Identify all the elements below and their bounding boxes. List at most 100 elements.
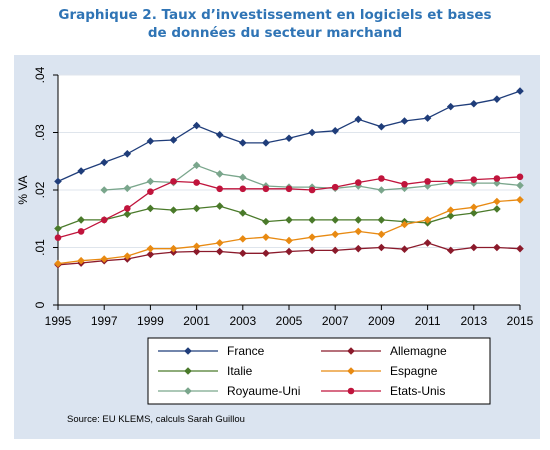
y-tick-label: 0	[33, 301, 47, 308]
data-point-italie	[262, 217, 270, 226]
line-chart: 0 .01 .02 .03 .04 1995 1997 1999 2001 2003 2005 200…	[16, 66, 534, 405]
data-point-italie	[77, 216, 85, 224]
data-point-italie	[308, 216, 316, 224]
data-point-royaume-uni	[100, 186, 108, 194]
data-point-etats-unis	[77, 228, 85, 235]
data-point-italie	[239, 209, 247, 217]
data-point-espagne	[262, 233, 270, 241]
x-tick-label: 2015	[507, 314, 534, 328]
data-point-royaume-uni	[215, 170, 224, 178]
data-point-royaume-uni	[192, 161, 201, 170]
data-point-espagne	[446, 206, 455, 214]
legend-label-royaume-uni: Royaume-Uni	[227, 384, 300, 398]
x-tick-label: 2011	[415, 314, 441, 328]
data-point-etats-unis	[100, 216, 108, 224]
data-point-allemagne	[285, 247, 293, 256]
data-point-etats-unis	[54, 234, 62, 242]
data-point-etats-unis	[331, 183, 339, 191]
data-point-espagne	[354, 227, 363, 236]
data-point-france	[446, 102, 455, 111]
data-point-espagne	[493, 197, 501, 206]
data-point-espagne	[77, 256, 85, 265]
series-line-italie	[57, 205, 498, 230]
legend-label-espagne: Espagne	[390, 364, 438, 378]
data-point-espagne	[239, 235, 247, 243]
legend-label-france: France	[227, 344, 265, 358]
source-note: Source: EU KLEMS, calculs Sarah Guillou	[67, 414, 245, 425]
data-point-royaume-uni	[239, 173, 247, 182]
data-point-italie	[192, 204, 201, 213]
x-tick-label: 2013	[460, 314, 487, 328]
x-tick-label: 2003	[229, 314, 256, 328]
data-point-etats-unis	[447, 178, 455, 185]
data-point-france	[215, 131, 224, 139]
data-point-espagne	[331, 230, 339, 239]
data-point-italie	[123, 210, 132, 218]
data-point-espagne	[100, 255, 108, 263]
data-point-france	[354, 115, 363, 124]
data-point-espagne	[285, 236, 293, 245]
data-point-etats-unis	[216, 185, 223, 193]
data-point-france	[262, 139, 270, 147]
data-point-allemagne	[192, 247, 201, 256]
data-point-allemagne	[446, 246, 455, 255]
data-point-allemagne	[262, 249, 270, 258]
y-tick-label: .01	[33, 239, 47, 256]
x-tick-label: 2005	[276, 314, 303, 328]
data-point-france	[54, 177, 62, 186]
chart-panel: 0 .01 .02 .03 .04 1995 1997 1999 2001 2003 2005 200…	[14, 55, 540, 439]
data-point-allemagne	[354, 244, 363, 253]
data-point-etats-unis	[424, 178, 431, 185]
data-point-france	[77, 167, 85, 175]
data-point-espagne	[377, 230, 386, 239]
legend-marker-royaume-uni	[184, 387, 192, 395]
legend-marker-allemagne	[347, 347, 355, 355]
data-point-france	[470, 99, 478, 108]
data-point-etats-unis	[124, 205, 131, 212]
data-point-royaume-uni	[470, 179, 478, 187]
data-point-royaume-uni	[493, 179, 501, 187]
data-point-france	[169, 136, 178, 144]
data-point-royaume-uni	[423, 182, 432, 190]
data-point-etats-unis	[378, 175, 385, 182]
data-point-france	[100, 158, 108, 167]
data-point-italie	[285, 216, 293, 224]
legend-label-italie: Italie	[227, 364, 253, 378]
data-point-italie	[377, 216, 386, 224]
y-tick-label: .02	[33, 181, 47, 198]
data-point-italie	[215, 202, 224, 210]
data-point-espagne	[400, 220, 409, 229]
legend-marker-etats-unis	[347, 387, 355, 395]
data-point-france	[400, 117, 409, 125]
legend-label-etats-unis: Etats-Unis	[390, 384, 445, 398]
data-point-espagne	[423, 216, 432, 224]
x-tick-label: 1999	[137, 314, 164, 328]
data-point-italie	[54, 224, 62, 233]
data-point-espagne	[192, 242, 201, 251]
data-point-allemagne	[239, 249, 247, 258]
data-point-etats-unis	[493, 175, 501, 182]
data-point-allemagne	[377, 243, 386, 252]
data-point-royaume-uni	[123, 184, 132, 193]
data-point-etats-unis	[401, 180, 408, 188]
x-tick-label: 1995	[45, 314, 72, 328]
data-point-allemagne	[215, 247, 224, 256]
data-point-italie	[146, 204, 155, 213]
data-point-etats-unis	[308, 186, 316, 194]
data-point-espagne	[146, 244, 155, 253]
data-point-france	[146, 137, 155, 145]
data-point-italie	[354, 216, 363, 224]
data-point-france	[239, 139, 247, 147]
data-point-france	[192, 121, 201, 130]
legend-marker-france	[184, 347, 192, 355]
data-point-etats-unis	[170, 178, 177, 185]
data-point-espagne	[54, 259, 62, 268]
figure-title-line-2: de données du secteur marchand	[147, 25, 403, 41]
data-point-etats-unis	[516, 173, 524, 181]
x-tick-label: 2007	[322, 314, 349, 328]
data-point-italie	[331, 216, 339, 224]
data-point-allemagne	[423, 239, 432, 247]
data-point-etats-unis	[262, 185, 270, 193]
data-point-italie	[169, 206, 178, 214]
data-point-espagne	[215, 239, 224, 247]
